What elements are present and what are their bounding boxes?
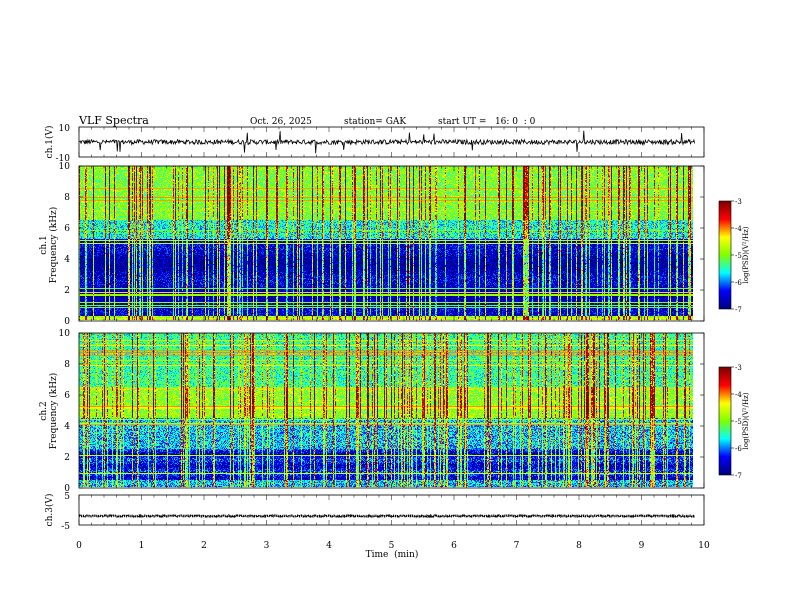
- time-tick-label: 9: [639, 541, 645, 551]
- colorbar-tick-label: -4: [735, 225, 742, 233]
- freq-tick-label: 6: [64, 391, 70, 401]
- freq-tick-label: 0: [64, 317, 70, 327]
- freq-tick-label: 4: [64, 422, 70, 432]
- freq-tick-label: 8: [64, 360, 70, 370]
- colorbar-tick-label: -7: [735, 472, 742, 480]
- ch2-colorbar: [719, 367, 731, 475]
- ch1-colorbar: [719, 201, 731, 309]
- colorbar-tick-label: -6: [735, 445, 742, 453]
- figure-title: VLF Spectra: [78, 114, 149, 127]
- time-axis-label: Time (min): [366, 549, 419, 560]
- freq-tick-label: 10: [59, 329, 71, 339]
- ch1-spectrogram-ylabel: ch.1Frequency (kHz): [39, 207, 59, 284]
- ch1-colorbar-ticks: -3 -4 -5 -6 -7: [731, 198, 742, 314]
- ch2-spectrogram-image: [79, 333, 693, 487]
- colorbar-tick-label: -5: [735, 252, 742, 260]
- time-axis-ticks: 0 1 2 3 4 5 6 7 8 9 10: [76, 127, 710, 551]
- ch1-waveform-ylabel: ch.1(V): [44, 126, 55, 159]
- freq-tick-label: 0: [64, 484, 70, 494]
- ch2-colorbar-ticks: -3 -4 -5 -6 -7: [731, 364, 742, 480]
- ch1-waveform-line: [78, 130, 695, 154]
- ch1-ytick-top: 10: [59, 124, 71, 134]
- time-tick-label: 6: [451, 541, 457, 551]
- station-label: station= GAK: [344, 117, 406, 127]
- ch1-colorbar-label: log(PSD)(V²/Hz): [742, 226, 750, 283]
- ch3-ytick-bottom: -5: [61, 522, 70, 532]
- colorbar-tick-label: -7: [735, 306, 742, 314]
- ch3-ytick-top: 5: [64, 492, 70, 502]
- ch2-colorbar-frame: [718, 366, 732, 476]
- ch3-waveform-line: [78, 513, 696, 519]
- freq-tick-label: 10: [59, 162, 71, 172]
- time-tick-label: 5: [389, 541, 395, 551]
- ch2-colorbar-label: log(PSD)(V²/Hz): [742, 392, 750, 449]
- ch1-freq-ticks: 0 2 4 6 8 10: [59, 162, 704, 327]
- date-label: Oct. 26, 2025: [250, 117, 312, 127]
- time-tick-label: 7: [514, 541, 520, 551]
- freq-tick-label: 2: [64, 453, 70, 463]
- colorbar-tick-label: -3: [735, 364, 742, 372]
- ch1-spectrogram-frame: [78, 165, 705, 322]
- time-tick-label: 8: [576, 541, 582, 551]
- freq-tick-label: 2: [64, 286, 70, 296]
- freq-tick-label: 6: [64, 224, 70, 234]
- ch1-spectrogram-image: [79, 166, 693, 320]
- time-tick-label: 3: [264, 541, 270, 551]
- colorbar-tick-label: -3: [735, 198, 742, 206]
- ch2-spectrogram-frame: [78, 332, 705, 489]
- freq-tick-label: 4: [64, 255, 70, 265]
- ch1-colorbar-frame: [718, 200, 732, 310]
- ch2-spectrogram-ylabel: ch.2Frequency (kHz): [39, 373, 59, 450]
- ch3-waveform-ylabel: ch.3(V): [44, 494, 55, 527]
- time-tick-label: 10: [698, 541, 710, 551]
- start-ut-label: start UT = 16: 0 : 0: [438, 117, 536, 127]
- colorbar-tick-label: -6: [735, 279, 742, 287]
- colorbar-tick-label: -4: [735, 391, 742, 399]
- freq-tick-label: 8: [64, 193, 70, 203]
- time-tick-label: 2: [201, 541, 207, 551]
- time-tick-label: 1: [139, 541, 145, 551]
- colorbar-tick-label: -5: [735, 418, 742, 426]
- ch2-freq-ticks: 0 2 4 6 8 10: [59, 329, 704, 494]
- ch1-ytick-bottom: -10: [56, 154, 71, 164]
- time-tick-label: 0: [76, 541, 82, 551]
- time-tick-label: 4: [326, 541, 332, 551]
